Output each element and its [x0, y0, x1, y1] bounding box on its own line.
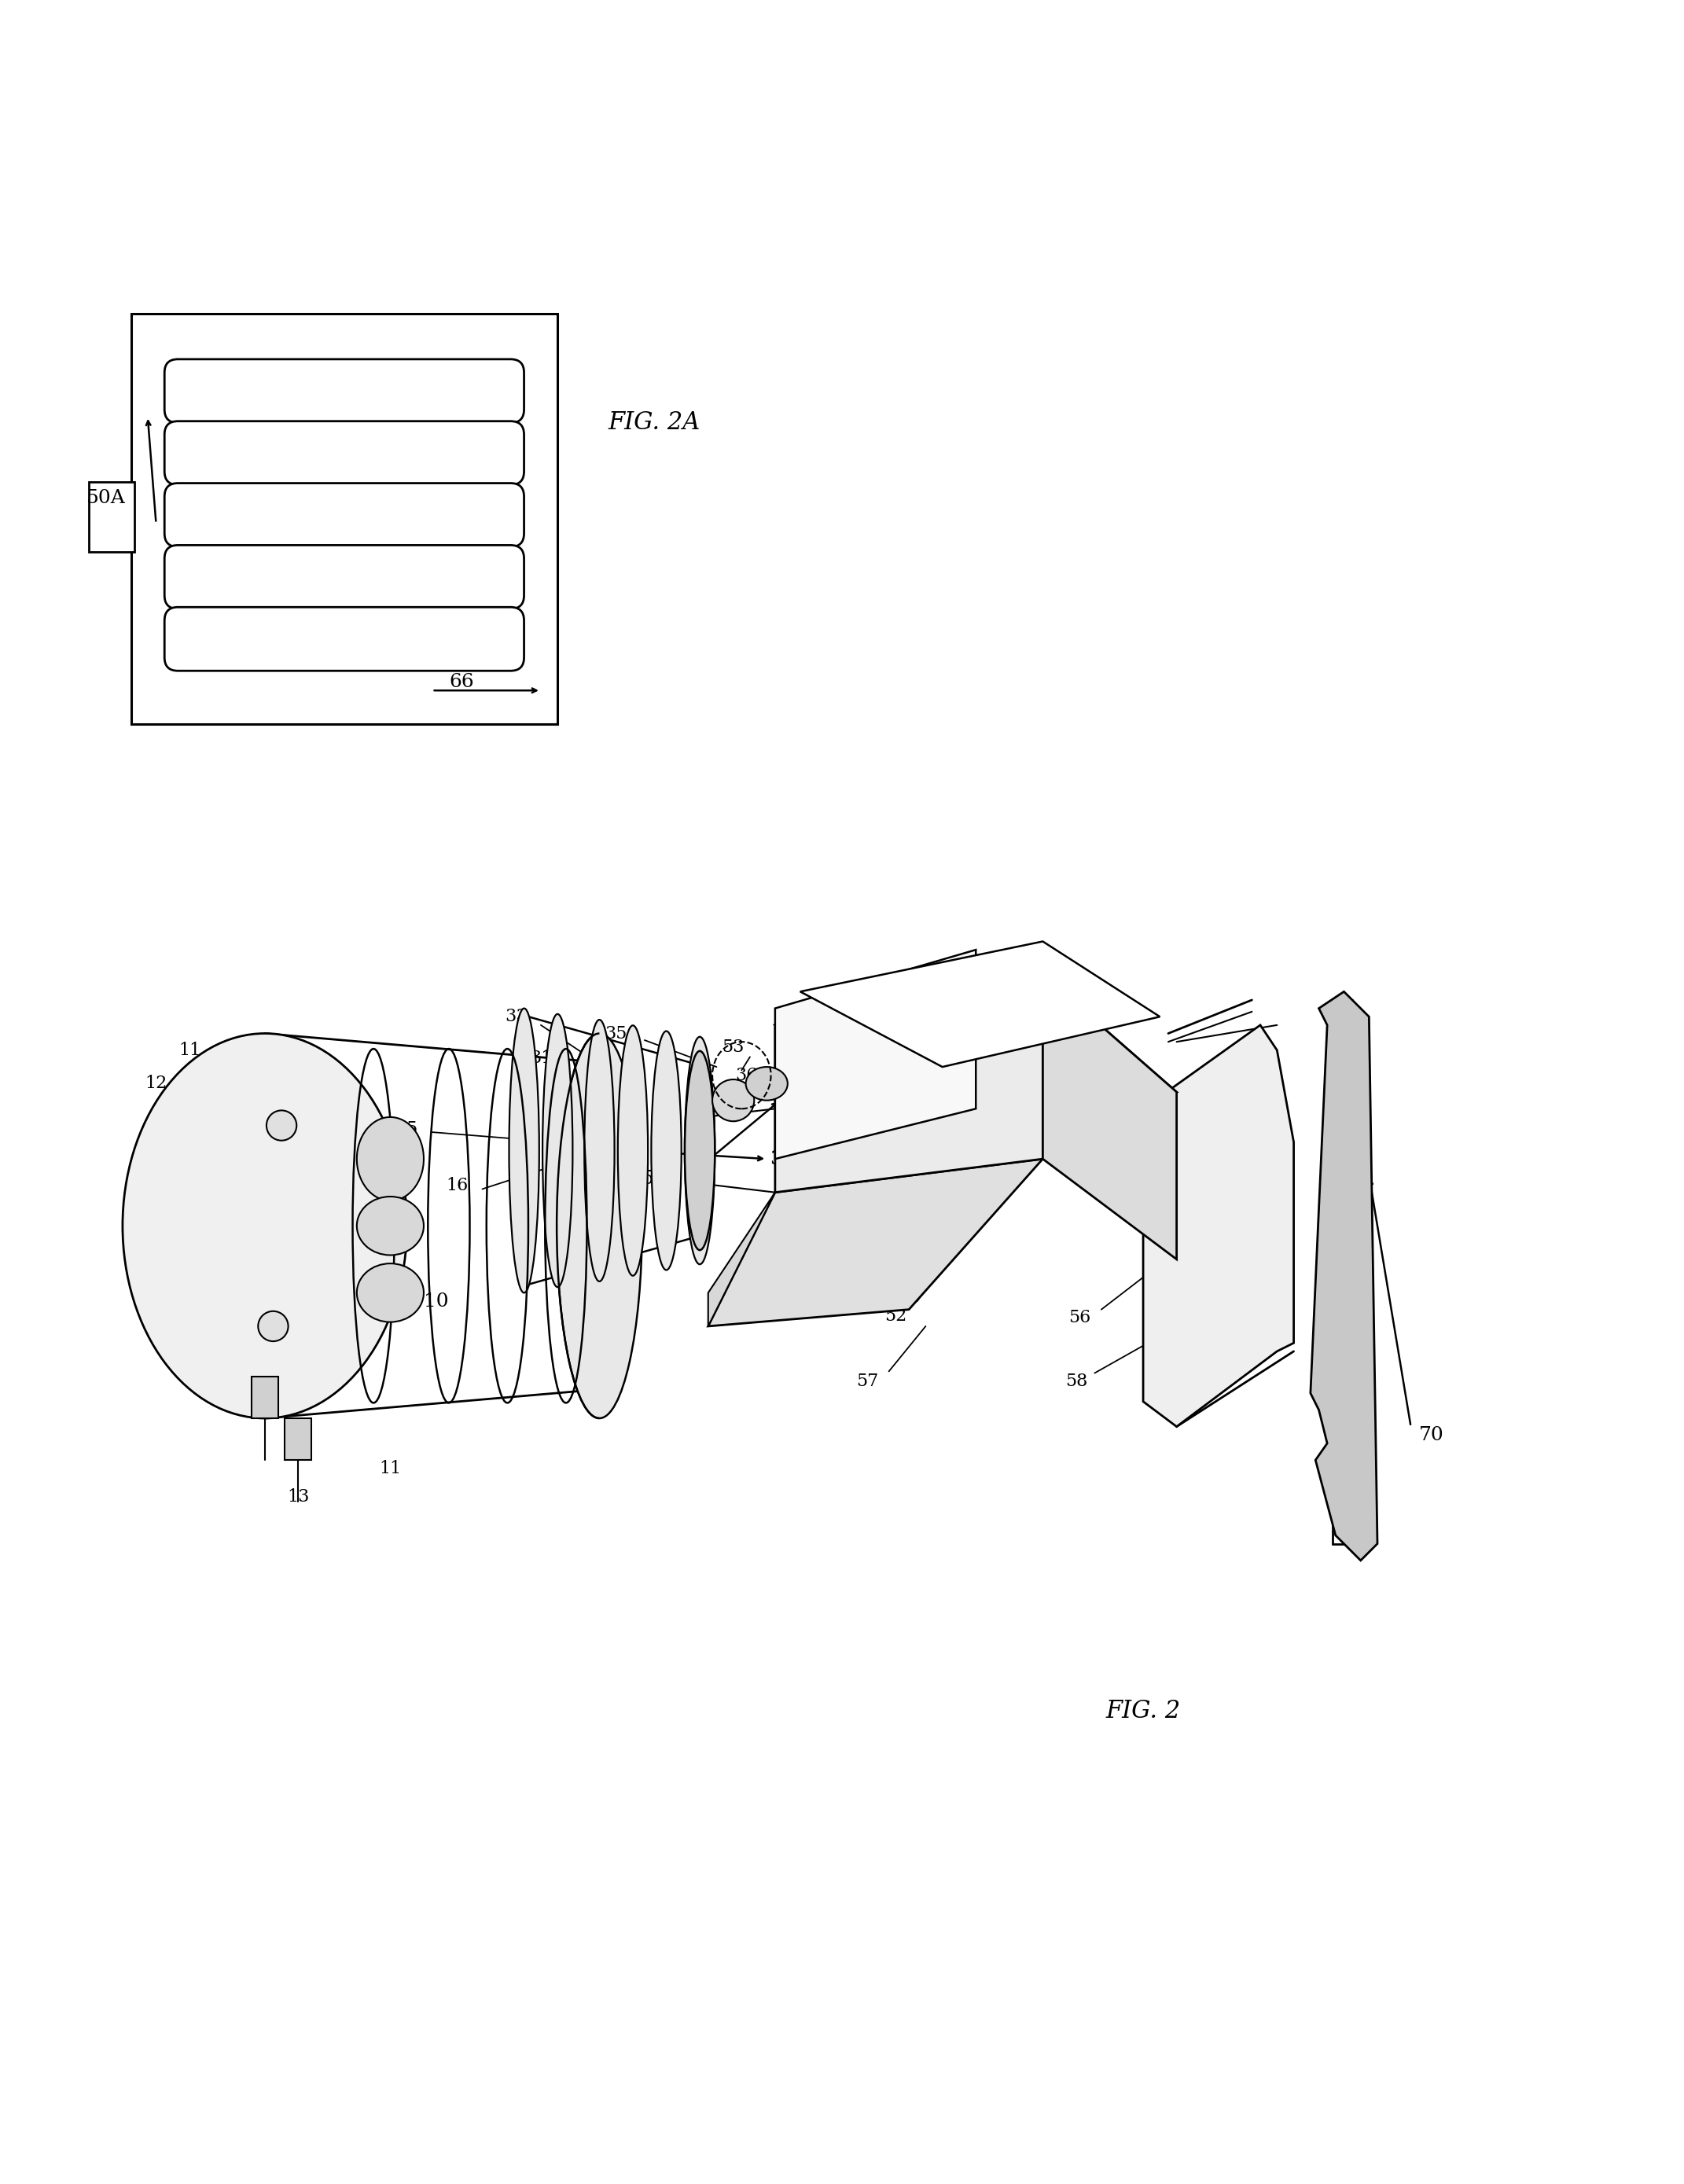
Text: 33: 33 [505, 1009, 527, 1024]
Text: 11: 11 [379, 1459, 401, 1476]
Ellipse shape [685, 1037, 714, 1265]
Ellipse shape [266, 1109, 296, 1140]
Text: 13: 13 [286, 1487, 310, 1505]
Text: 10: 10 [424, 1293, 448, 1310]
Text: 12: 12 [145, 1075, 167, 1092]
Polygon shape [775, 974, 1177, 1142]
FancyBboxPatch shape [165, 546, 524, 609]
Text: 32: 32 [562, 1142, 586, 1160]
Ellipse shape [746, 1068, 788, 1101]
Bar [285, 1417, 312, 1461]
Text: 70: 70 [1420, 1426, 1445, 1444]
Text: 55: 55 [790, 1258, 812, 1275]
Text: 31: 31 [530, 1051, 552, 1068]
Text: 59: 59 [1132, 1184, 1154, 1201]
Text: FIG. 2A: FIG. 2A [608, 411, 701, 435]
Polygon shape [1310, 992, 1378, 1559]
Ellipse shape [685, 1051, 714, 1249]
Ellipse shape [584, 1020, 615, 1282]
Polygon shape [1042, 974, 1177, 1260]
Text: 56: 56 [1068, 1308, 1091, 1326]
Text: FIG. 2: FIG. 2 [1106, 1699, 1180, 1723]
Text: 50A: 50A [86, 489, 125, 507]
FancyBboxPatch shape [165, 358, 524, 424]
Polygon shape [775, 974, 1042, 1192]
Text: 57: 57 [855, 1374, 877, 1389]
Text: 36: 36 [736, 1066, 758, 1083]
Ellipse shape [652, 1031, 682, 1271]
Bar [131, 314, 557, 723]
Ellipse shape [509, 1009, 539, 1293]
Polygon shape [800, 941, 1160, 1068]
Text: 54: 54 [830, 1088, 854, 1105]
Text: 58: 58 [1064, 1374, 1088, 1389]
Bar [89, 483, 135, 553]
Text: 35: 35 [605, 1024, 626, 1042]
FancyBboxPatch shape [165, 607, 524, 670]
Text: 52: 52 [884, 1308, 906, 1326]
Text: 11: 11 [179, 1042, 200, 1059]
Polygon shape [775, 950, 975, 1160]
Text: 16: 16 [446, 1177, 468, 1195]
Ellipse shape [557, 1033, 642, 1417]
Text: 50: 50 [642, 1171, 667, 1188]
Polygon shape [709, 1192, 775, 1326]
Ellipse shape [357, 1265, 424, 1321]
Polygon shape [709, 1160, 1042, 1326]
FancyBboxPatch shape [165, 422, 524, 485]
Ellipse shape [123, 1033, 408, 1417]
Ellipse shape [258, 1310, 288, 1341]
Bar [251, 1376, 278, 1417]
Ellipse shape [712, 1079, 754, 1120]
Ellipse shape [357, 1197, 424, 1256]
Text: 15: 15 [396, 1120, 418, 1138]
Text: 51: 51 [948, 1120, 970, 1138]
Text: 66: 66 [450, 673, 473, 690]
Ellipse shape [618, 1026, 648, 1275]
Ellipse shape [542, 1013, 573, 1286]
Text: 30: 30 [770, 1151, 795, 1168]
Text: 53: 53 [722, 1037, 744, 1055]
FancyBboxPatch shape [165, 483, 524, 546]
Ellipse shape [357, 1116, 424, 1201]
Polygon shape [1143, 1024, 1293, 1426]
